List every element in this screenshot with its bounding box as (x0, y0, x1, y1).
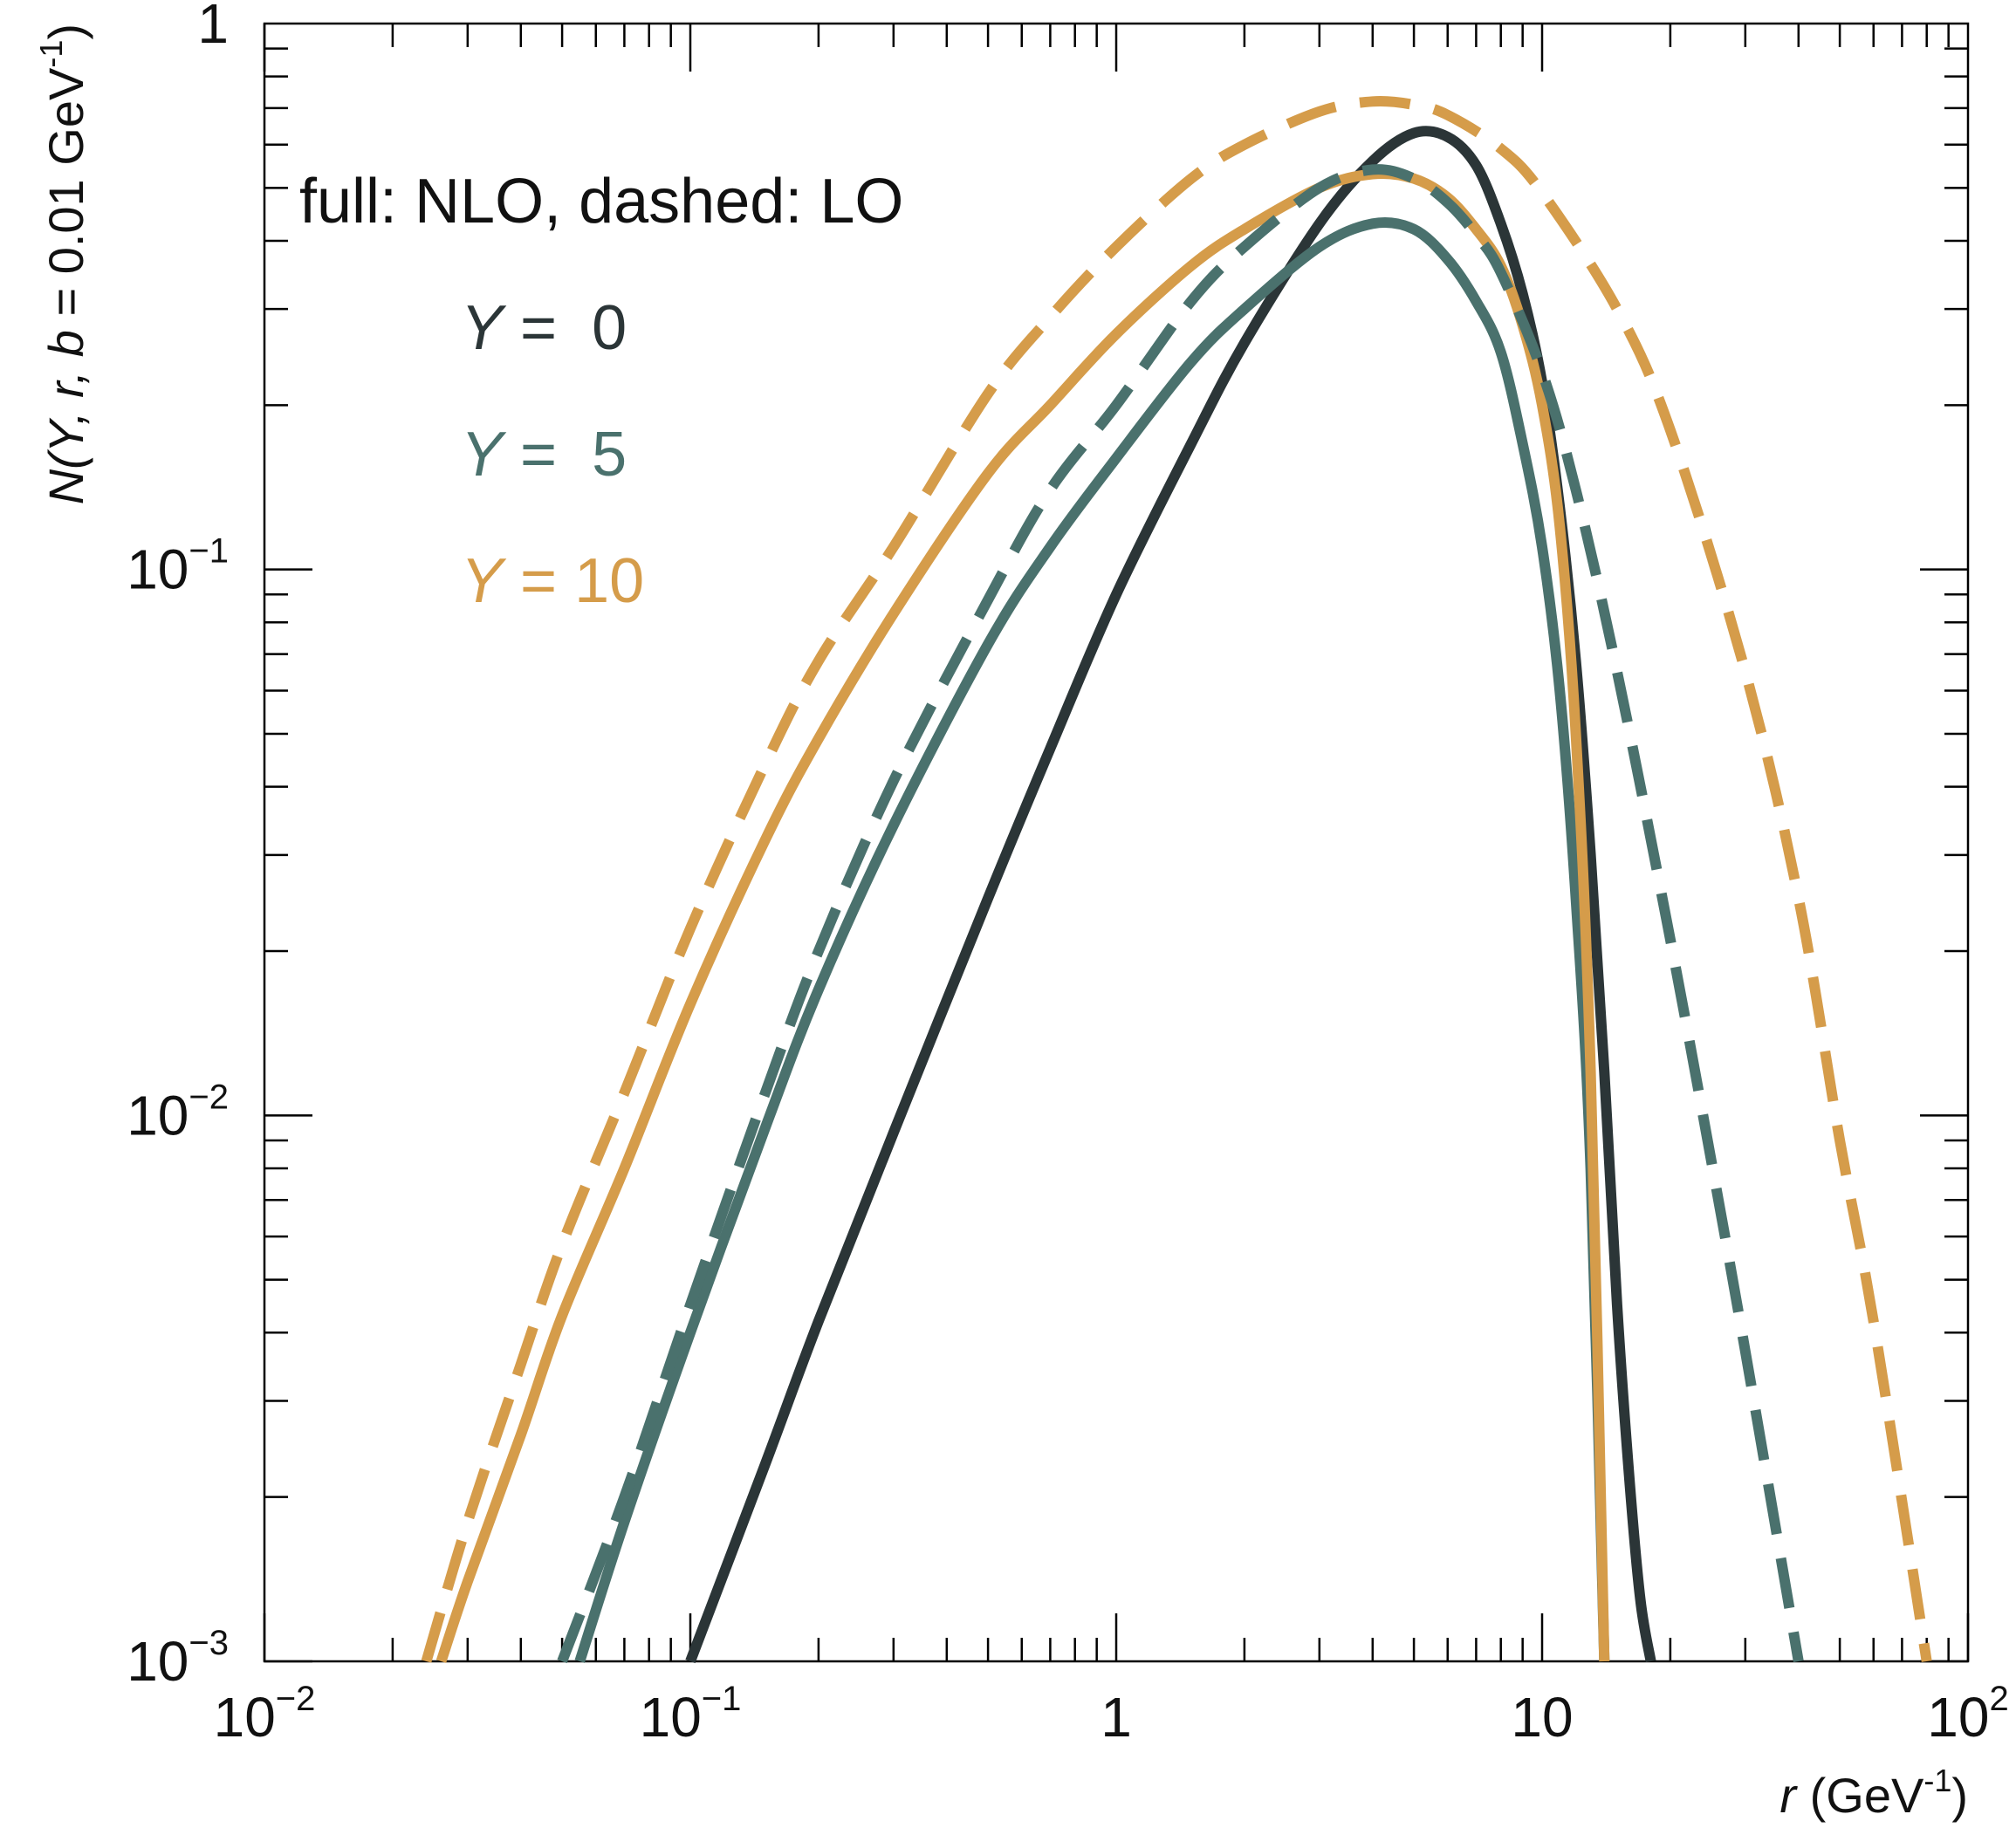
y-axis-label-func: N(Y (38, 417, 93, 504)
legend-entry-y0-var: Y (461, 293, 507, 363)
x-axis-label-sup: -1 (1923, 1763, 1951, 1798)
plot-frame (263, 22, 1970, 1663)
x-tick-label: 102 (1927, 1680, 2008, 1749)
x-tick-label: 10−2 (214, 1680, 316, 1749)
curve-y5-lo (557, 164, 1804, 1664)
x-axis-label: r (GeV-1) (1779, 1763, 1968, 1823)
x-tick-label: 10 (1511, 1686, 1573, 1749)
legend-entry-y0-value: = 0 (503, 293, 627, 363)
x-axis-label-var: r (1779, 1768, 1798, 1823)
legend: Y = 0 Y = 5 Y = 10 (461, 293, 644, 616)
y-tick-label: 10−2 (127, 1078, 229, 1147)
legend-entry-y0: Y = 0 (461, 293, 627, 363)
legend-entry-y5: Y = 5 (461, 420, 627, 490)
x-axis-label-close: ) (1951, 1768, 1968, 1823)
y-axis-label-args: , r, b (38, 330, 93, 425)
y-axis-label-close: ) (38, 24, 93, 40)
y-axis-label-sup: -1 (33, 40, 69, 68)
y-axis-label-rest: = 0.01 GeV (38, 67, 93, 330)
legend-entry-y5-var: Y (461, 420, 507, 490)
y-tick-label: 10−3 (127, 1624, 229, 1693)
legend-entry-y5-value: = 5 (503, 420, 627, 490)
legend-entry-y10: Y = 10 (461, 546, 644, 616)
legend-entry-y10-var: Y (461, 546, 507, 616)
curve-y10-lo (421, 95, 1932, 1663)
y-tick-label: 10−1 (127, 532, 229, 601)
curve-y0-nlo (685, 126, 1656, 1664)
curve-y10-nlo (435, 168, 1610, 1663)
legend-entry-y10-value: = 10 (503, 546, 644, 616)
x-tick-label: 1 (1101, 1686, 1132, 1749)
y-axis-label: N(Y, r, b = 0.01 GeV-1) (33, 24, 93, 504)
curve-y5-nlo (574, 216, 1610, 1663)
y-tick-label: 1 (197, 0, 229, 55)
x-axis-label-unit: (GeV (1796, 1768, 1924, 1823)
axis-ticks (263, 24, 1970, 1663)
curves (421, 95, 1932, 1664)
annotation-text: full: NLO, dashed: LO (299, 167, 903, 236)
x-tick-label: 10−1 (640, 1680, 742, 1749)
